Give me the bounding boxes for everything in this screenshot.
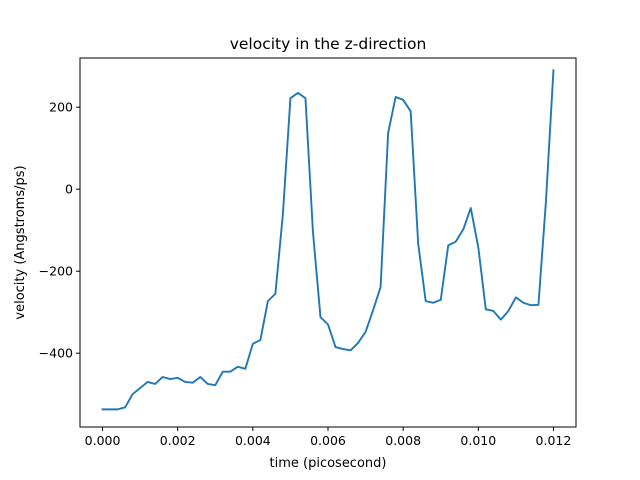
series-line-0 xyxy=(101,69,555,411)
x-tick-label: 0.000 xyxy=(85,433,121,448)
x-tick-label: 0.004 xyxy=(235,433,271,448)
y-tick-label: 200 xyxy=(49,100,73,115)
y-tick-label: 0 xyxy=(65,182,73,197)
x-tick-label: 0.012 xyxy=(536,433,572,448)
x-tick-label: 0.002 xyxy=(160,433,196,448)
x-tick-label: 0.010 xyxy=(460,433,496,448)
y-tick-label: −400 xyxy=(39,346,73,361)
x-tick-label: 0.008 xyxy=(385,433,421,448)
plot-area xyxy=(80,58,576,427)
chart-title: velocity in the z-direction xyxy=(230,35,427,53)
y-axis-ticks: −400 −200 0 200 xyxy=(39,100,80,361)
x-axis-label: time (picosecond) xyxy=(270,456,387,471)
y-axis-label: velocity (Angstroms/ps) xyxy=(13,165,28,319)
series-layer xyxy=(101,69,555,411)
x-axis-ticks: 0.000 0.002 0.004 0.006 0.008 0.010 0.012 xyxy=(85,427,572,448)
x-tick-label: 0.006 xyxy=(310,433,346,448)
y-tick-label: −200 xyxy=(39,264,73,279)
